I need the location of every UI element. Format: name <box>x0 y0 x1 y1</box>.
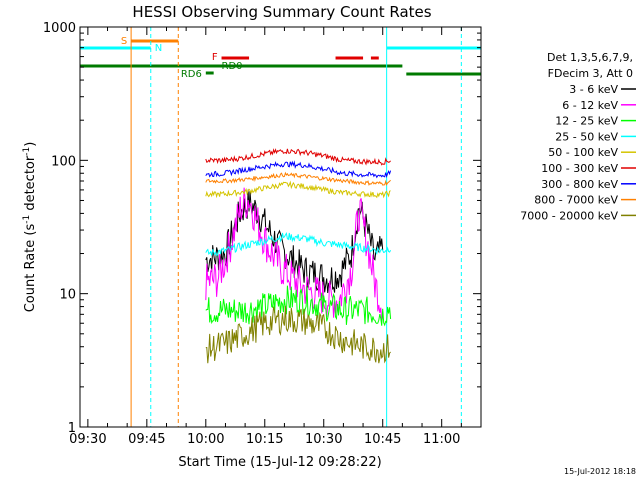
x-tick-label: 11:00 <box>423 432 460 447</box>
y-axis-label-main: Count Rate (s <box>23 224 38 313</box>
y-axis-label-sup1: -1 <box>22 215 32 224</box>
legend-label: 25 - 50 keV <box>555 130 618 143</box>
x-tick-label: 10:00 <box>187 432 224 447</box>
series-line <box>205 160 392 179</box>
saa-flag-label: N <box>155 43 162 54</box>
x-tick-label: 10:30 <box>305 432 342 447</box>
legend-header-line2: FDecim 3, Att 0 <box>548 67 633 80</box>
x-tick-label: 10:15 <box>246 432 283 447</box>
series-line <box>205 171 391 186</box>
plot-frame <box>79 26 482 428</box>
y-axis-label-sup2: -1 <box>22 147 32 156</box>
eclipse-flag-label: S <box>121 36 127 47</box>
x-axis: 09:30 09:45 10:00 10:15 10:30 10:45 11:00 <box>69 27 482 447</box>
series-line <box>205 285 392 327</box>
series-line <box>205 187 384 322</box>
legend-label: 800 - 7000 keV <box>534 194 618 207</box>
legend-label: 3 - 6 keV <box>569 83 618 96</box>
x-axis-label: Start Time (15-Jul-12 09:28:22) <box>178 455 381 470</box>
chart-title: HESSI Observing Summary Count Rates <box>132 3 431 21</box>
x-tick-label: 10:45 <box>364 432 401 447</box>
y-tick-label: 1000 <box>43 21 76 36</box>
y-tick-label: 100 <box>51 154 76 169</box>
y-axis-label-end: ) <box>23 142 38 147</box>
x-tick-label: 09:30 <box>69 432 106 447</box>
y-tick-label: 1 <box>68 421 76 436</box>
legend-label: 6 - 12 keV <box>562 99 618 112</box>
legend-label: 7000 - 20000 keV <box>520 209 618 222</box>
y-axis-label: Count Rate (s-1 detector-1) <box>22 142 38 313</box>
series-line <box>205 148 391 166</box>
rd6-flag-label: RD6 <box>181 69 202 80</box>
flare-flag-label: F <box>212 52 218 63</box>
y-tick-label: 10 <box>59 288 76 303</box>
observing-flags: S N F RD0 RD6 <box>80 36 481 80</box>
legend-label: 50 - 100 keV <box>548 146 618 159</box>
series-line <box>205 180 391 199</box>
legend-label: 100 - 300 keV <box>541 162 618 175</box>
y-axis-label-mid: detector <box>23 155 38 215</box>
series-line <box>205 232 392 257</box>
rd0-flag-label: RD0 <box>222 61 243 72</box>
series-layer <box>205 148 392 364</box>
legend-header-line1: Det 1,3,5,6,7,9, <box>547 51 633 64</box>
series-line <box>205 305 391 364</box>
timestamp: 15-Jul-2012 18:18 <box>564 467 636 476</box>
x-tick-label: 09:45 <box>128 432 165 447</box>
legend-label: 300 - 800 keV <box>541 178 618 191</box>
legend-label: 12 - 25 keV <box>555 115 618 128</box>
legend: Det 1,3,5,6,7,9, FDecim 3, Att 0 3 - 6 k… <box>520 51 636 222</box>
y-axis: 1 10 100 1000 <box>43 21 481 436</box>
